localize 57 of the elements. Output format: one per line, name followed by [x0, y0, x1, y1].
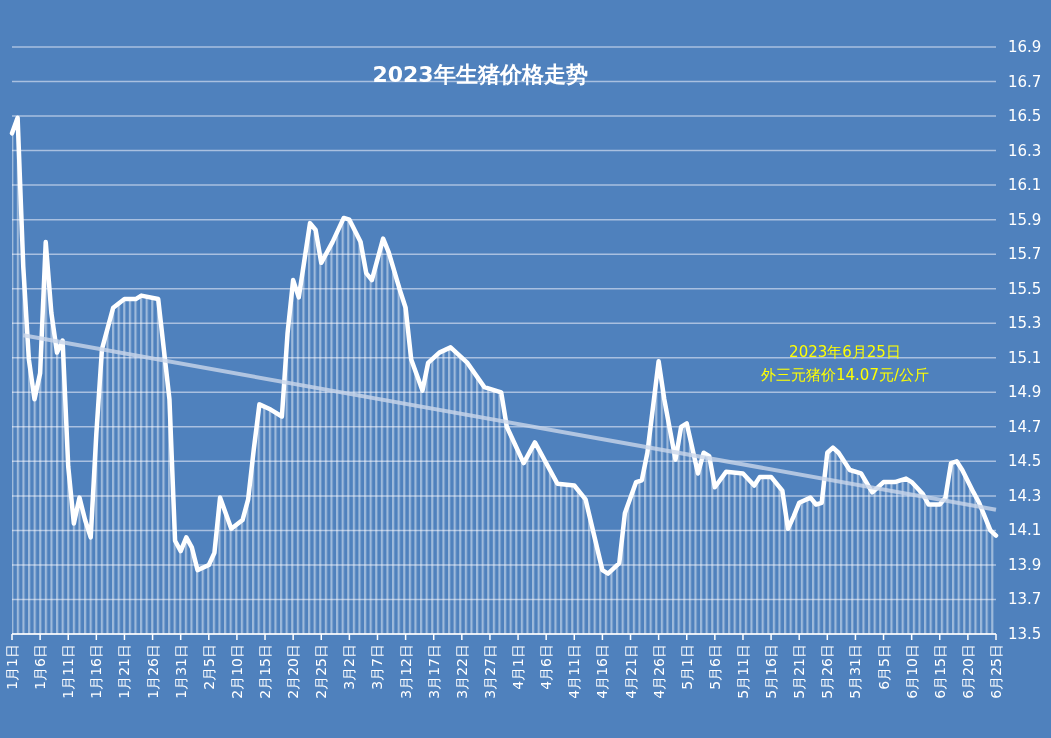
y-tick-label: 16.9 — [1008, 38, 1042, 56]
x-tick-label: 1月11日 — [60, 644, 77, 699]
y-tick-label: 16.1 — [1008, 176, 1042, 195]
x-tick-label: 3月17日 — [425, 644, 442, 699]
x-tick-label: 4月6日 — [538, 644, 555, 690]
x-tick-label: 4月21日 — [622, 644, 639, 699]
y-tick-label: 14.9 — [1008, 383, 1042, 402]
x-tick-label: 6月25日 — [988, 644, 1004, 699]
y-tick-label: 15.1 — [1008, 348, 1042, 367]
annotation: 2023年6月25日 — [789, 343, 901, 361]
text: 2023年生猪价格走势 — [372, 62, 588, 87]
x-tick-label: 5月1日 — [678, 644, 695, 690]
y-tick-label: 13.7 — [1008, 590, 1042, 609]
x-tick-label: 1月16日 — [88, 644, 105, 699]
x-tick-label: 3月2日 — [341, 644, 358, 690]
x-tick-label: 5月26日 — [819, 644, 836, 699]
annotation: 外三元猪价14.07元/公斤 — [761, 366, 929, 384]
x-tick-label: 5月16日 — [763, 644, 780, 699]
x-tick-label: 6月20日 — [959, 644, 976, 699]
x-tick-label: 4月1日 — [510, 644, 527, 690]
x-tick-label: 3月7日 — [369, 644, 386, 690]
y-tick-label: 13.9 — [1008, 555, 1042, 574]
x-tick-label: 4月16日 — [594, 644, 611, 699]
x-tick-label: 1月26日 — [144, 644, 161, 699]
x-tick-label: 1月31日 — [172, 644, 189, 699]
x-tick-label: 5月11日 — [734, 644, 751, 699]
x-tick-label: 4月26日 — [650, 644, 667, 699]
x-tick-label: 6月15日 — [931, 644, 948, 699]
y-tick-label: 16.7 — [1008, 72, 1042, 91]
x-tick-label: 2月20日 — [285, 644, 302, 699]
x-tick-label: 3月22日 — [453, 644, 470, 699]
y-tick-label: 15.5 — [1008, 279, 1042, 298]
y-tick-label: 13.5 — [1008, 625, 1042, 643]
y-tick-label: 15.7 — [1008, 245, 1042, 264]
y-tick-label: 16.3 — [1008, 141, 1042, 160]
x-tick-label: 2月25日 — [313, 644, 330, 699]
x-tick-label: 6月5日 — [875, 644, 892, 690]
x-tick-label: 5月31日 — [847, 644, 864, 699]
x-tick-label: 5月21日 — [791, 644, 808, 699]
x-tick-label: 2月10日 — [228, 644, 245, 699]
y-tick-label: 14.7 — [1008, 417, 1042, 436]
x-tick-label: 1月1日 — [4, 644, 20, 690]
y-tick-label: 14.5 — [1008, 452, 1042, 471]
y-tick-label: 14.3 — [1008, 486, 1042, 505]
x-tick-label: 4月11日 — [566, 644, 583, 699]
x-tick-label: 1月6日 — [32, 644, 49, 690]
x-tick-label: 2月15日 — [257, 644, 274, 699]
x-tick-label: 6月10日 — [903, 644, 920, 699]
y-tick-label: 14.1 — [1008, 521, 1042, 540]
y-tick-label: 15.9 — [1008, 210, 1042, 229]
x-tick-label: 1月21日 — [116, 644, 133, 699]
x-tick-label: 5月6日 — [706, 644, 723, 690]
x-tick-label: 2月5日 — [200, 644, 217, 690]
x-tick-label: 3月27日 — [481, 644, 498, 699]
x-tick-label: 3月12日 — [397, 644, 414, 699]
y-tick-label: 15.3 — [1008, 314, 1042, 333]
y-tick-label: 16.5 — [1008, 107, 1042, 126]
